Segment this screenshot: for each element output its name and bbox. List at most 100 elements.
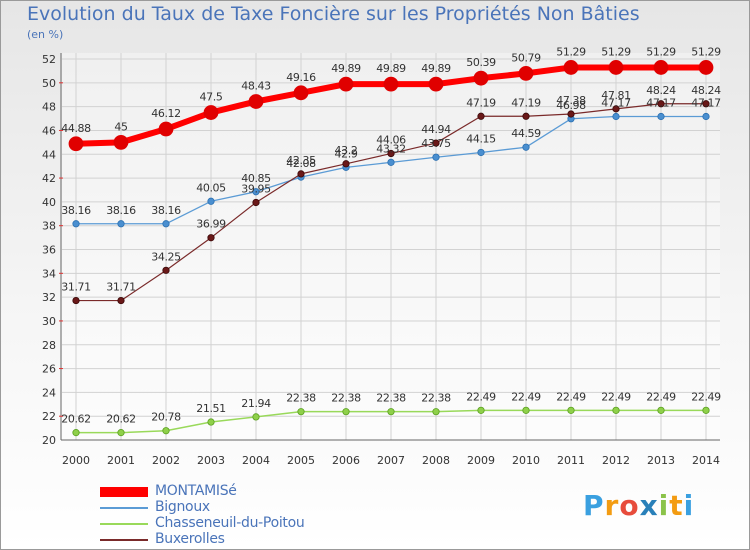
legend-label: MONTAMISé [155,483,237,499]
data-label: 46.12 [151,107,181,120]
data-point [612,105,620,113]
data-label: 49.89 [331,62,361,75]
proxiti-logo: Proxiti [583,489,694,522]
legend-swatch [100,539,148,541]
data-label: 49.89 [421,62,451,75]
data-label: 44.88 [61,122,91,135]
y-tick-label: 24 [42,386,56,399]
chart-title: Evolution du Taux de Taxe Foncière sur l… [27,3,640,25]
data-point [522,112,530,120]
data-point [113,134,129,150]
data-label: 44.15 [466,132,496,145]
data-label: 22.38 [421,392,451,405]
data-label: 47.19 [466,96,496,109]
x-tick-label: 2009 [467,454,495,467]
data-label: 44.06 [376,134,406,147]
y-tick-label: 22 [42,410,56,423]
data-label: 22.49 [466,390,496,403]
data-point [252,198,260,207]
data-label: 45 [114,120,128,133]
legend-item: Bignoux [100,499,360,516]
data-label: 43.32 [376,142,406,155]
data-label: 43.75 [421,137,451,150]
data-label: 22.38 [286,392,316,405]
data-point [207,197,215,205]
data-label: 22.49 [556,390,586,403]
data-point [428,76,444,92]
data-label: 40.85 [241,172,271,185]
data-point [207,234,215,242]
legend-item: Chasseneuil-du-Poitou [100,515,360,532]
data-label: 20.62 [106,413,136,426]
data-label: 47.19 [511,96,541,109]
data-label: 47.81 [601,89,631,102]
data-point [162,220,170,228]
data-point [432,153,440,161]
y-tick-label: 44 [42,148,56,161]
data-point [387,158,395,166]
data-point [72,429,80,437]
data-label: 38.16 [106,204,136,217]
data-point [387,408,395,416]
data-label: 39.95 [241,182,271,195]
data-label: 31.71 [106,281,136,294]
data-label: 22.49 [601,390,631,403]
legend-swatch [100,523,148,525]
data-label: 20.78 [151,411,181,424]
data-point [612,112,620,121]
legend-swatch [100,487,148,497]
data-label: 50.39 [466,56,496,69]
data-point [158,121,174,137]
data-label: 38.16 [151,204,181,217]
data-label: 48.24 [646,84,676,97]
logo-letter: i [683,489,695,522]
legend-item: Buxerolles [100,531,360,548]
data-point [477,406,485,414]
data-label: 47.17 [601,97,631,110]
data-point [297,408,305,416]
x-tick-label: 2011 [557,454,585,467]
data-point [117,296,125,305]
data-point [293,85,309,101]
data-point [203,105,219,120]
y-tick-label: 40 [42,196,56,209]
data-point [702,112,710,121]
y-tick-label: 48 [42,101,56,114]
data-label: 46.98 [556,99,586,112]
legend-swatch [100,507,148,509]
data-point [518,66,534,81]
data-point [702,100,710,108]
logo-letter: i [658,489,670,522]
data-point [653,60,669,75]
data-label: 49.89 [376,62,406,75]
y-axis-unit-label: (en %) [27,28,64,41]
data-point [117,220,125,228]
data-label: 20.62 [61,413,91,426]
x-tick-label: 2002 [152,454,180,467]
data-point [252,413,260,421]
data-point [338,76,354,92]
data-point [657,112,665,121]
data-label: 49.16 [286,71,316,84]
y-tick-label: 32 [42,291,56,304]
x-tick-label: 2004 [242,454,270,467]
data-point [68,136,84,152]
y-tick-label: 52 [42,53,56,66]
x-tick-label: 2005 [287,454,315,467]
data-point [72,220,80,228]
data-label: 22.49 [511,390,541,403]
y-tick-label: 46 [42,124,56,137]
data-point [387,149,395,158]
data-label: 43.2 [335,144,358,157]
data-label: 22.38 [331,392,361,405]
data-label: 34.25 [151,250,181,263]
data-point [702,406,710,414]
logo-letter: r [604,489,620,522]
data-point [522,406,530,414]
data-label: 22.49 [646,390,676,403]
x-tick-label: 2012 [602,454,630,467]
data-point [432,139,440,147]
data-label: 48.43 [241,80,271,93]
data-point [207,418,215,426]
data-label: 21.94 [241,397,271,410]
